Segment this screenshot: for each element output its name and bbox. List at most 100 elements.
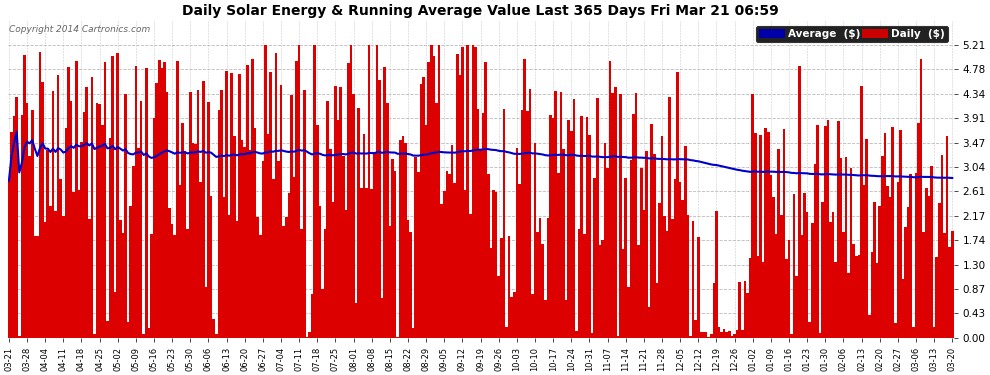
- Bar: [849, 168, 852, 338]
- Bar: [785, 260, 788, 338]
- Bar: [614, 87, 617, 338]
- Bar: [918, 123, 920, 338]
- Bar: [327, 101, 329, 338]
- Bar: [381, 298, 383, 338]
- Bar: [378, 80, 381, 338]
- Bar: [301, 229, 303, 338]
- Bar: [578, 229, 580, 338]
- Bar: [375, 45, 378, 338]
- Bar: [29, 156, 31, 338]
- Bar: [218, 110, 220, 338]
- Bar: [290, 95, 293, 338]
- Bar: [13, 116, 16, 338]
- Bar: [47, 150, 50, 338]
- Bar: [870, 252, 873, 338]
- Bar: [295, 62, 298, 338]
- Bar: [554, 91, 557, 338]
- Bar: [474, 47, 477, 338]
- Bar: [135, 66, 138, 338]
- Bar: [277, 161, 280, 338]
- Bar: [827, 120, 830, 338]
- Bar: [272, 179, 274, 338]
- Bar: [114, 292, 117, 338]
- Bar: [534, 143, 537, 338]
- Bar: [466, 45, 469, 338]
- Bar: [759, 135, 761, 338]
- Bar: [832, 212, 835, 338]
- Bar: [915, 173, 918, 338]
- Bar: [609, 61, 612, 338]
- Bar: [923, 232, 925, 338]
- Bar: [67, 67, 70, 338]
- Bar: [777, 150, 780, 338]
- Bar: [212, 319, 215, 338]
- Bar: [780, 215, 782, 338]
- Bar: [357, 108, 360, 338]
- Bar: [319, 206, 321, 338]
- Bar: [625, 178, 627, 338]
- Bar: [526, 111, 529, 338]
- Bar: [127, 322, 130, 338]
- Bar: [370, 189, 373, 338]
- Bar: [764, 128, 767, 338]
- Bar: [943, 233, 945, 338]
- Bar: [679, 183, 681, 338]
- Bar: [417, 172, 420, 338]
- Bar: [247, 65, 248, 338]
- Bar: [340, 87, 342, 338]
- Bar: [529, 89, 531, 338]
- Bar: [264, 45, 266, 338]
- Bar: [251, 58, 253, 338]
- Bar: [647, 308, 650, 338]
- Bar: [742, 330, 743, 338]
- Text: Copyright 2014 Cartronics.com: Copyright 2014 Cartronics.com: [9, 26, 149, 34]
- Bar: [228, 215, 231, 338]
- Bar: [842, 232, 844, 338]
- Bar: [505, 327, 508, 338]
- Bar: [650, 124, 653, 338]
- Bar: [383, 67, 386, 338]
- Bar: [503, 109, 505, 338]
- Bar: [441, 204, 443, 338]
- Bar: [70, 100, 72, 338]
- Bar: [51, 91, 54, 338]
- Bar: [790, 334, 793, 338]
- Bar: [868, 315, 870, 338]
- Bar: [428, 62, 430, 338]
- Bar: [728, 331, 731, 338]
- Bar: [702, 332, 705, 338]
- Bar: [754, 133, 756, 338]
- Bar: [537, 232, 539, 338]
- Bar: [860, 87, 863, 338]
- Bar: [940, 155, 943, 338]
- Bar: [202, 81, 205, 338]
- Bar: [450, 145, 453, 338]
- Bar: [694, 320, 697, 338]
- Bar: [925, 188, 928, 338]
- Bar: [630, 160, 633, 338]
- Bar: [731, 336, 734, 338]
- Bar: [492, 190, 495, 338]
- Bar: [365, 188, 368, 338]
- Bar: [36, 236, 39, 338]
- Bar: [601, 240, 604, 338]
- Bar: [436, 103, 438, 338]
- Bar: [705, 332, 707, 338]
- Bar: [189, 92, 192, 338]
- Bar: [710, 334, 713, 338]
- Bar: [389, 226, 391, 338]
- Bar: [635, 93, 638, 338]
- Bar: [713, 283, 715, 338]
- Bar: [580, 117, 583, 338]
- Bar: [593, 178, 596, 338]
- Bar: [490, 248, 492, 338]
- Bar: [26, 103, 29, 338]
- Bar: [158, 60, 160, 338]
- Bar: [689, 336, 692, 338]
- Bar: [194, 144, 197, 338]
- Bar: [122, 233, 124, 338]
- Bar: [837, 121, 840, 338]
- Bar: [479, 150, 482, 338]
- Bar: [282, 226, 285, 338]
- Bar: [775, 234, 777, 338]
